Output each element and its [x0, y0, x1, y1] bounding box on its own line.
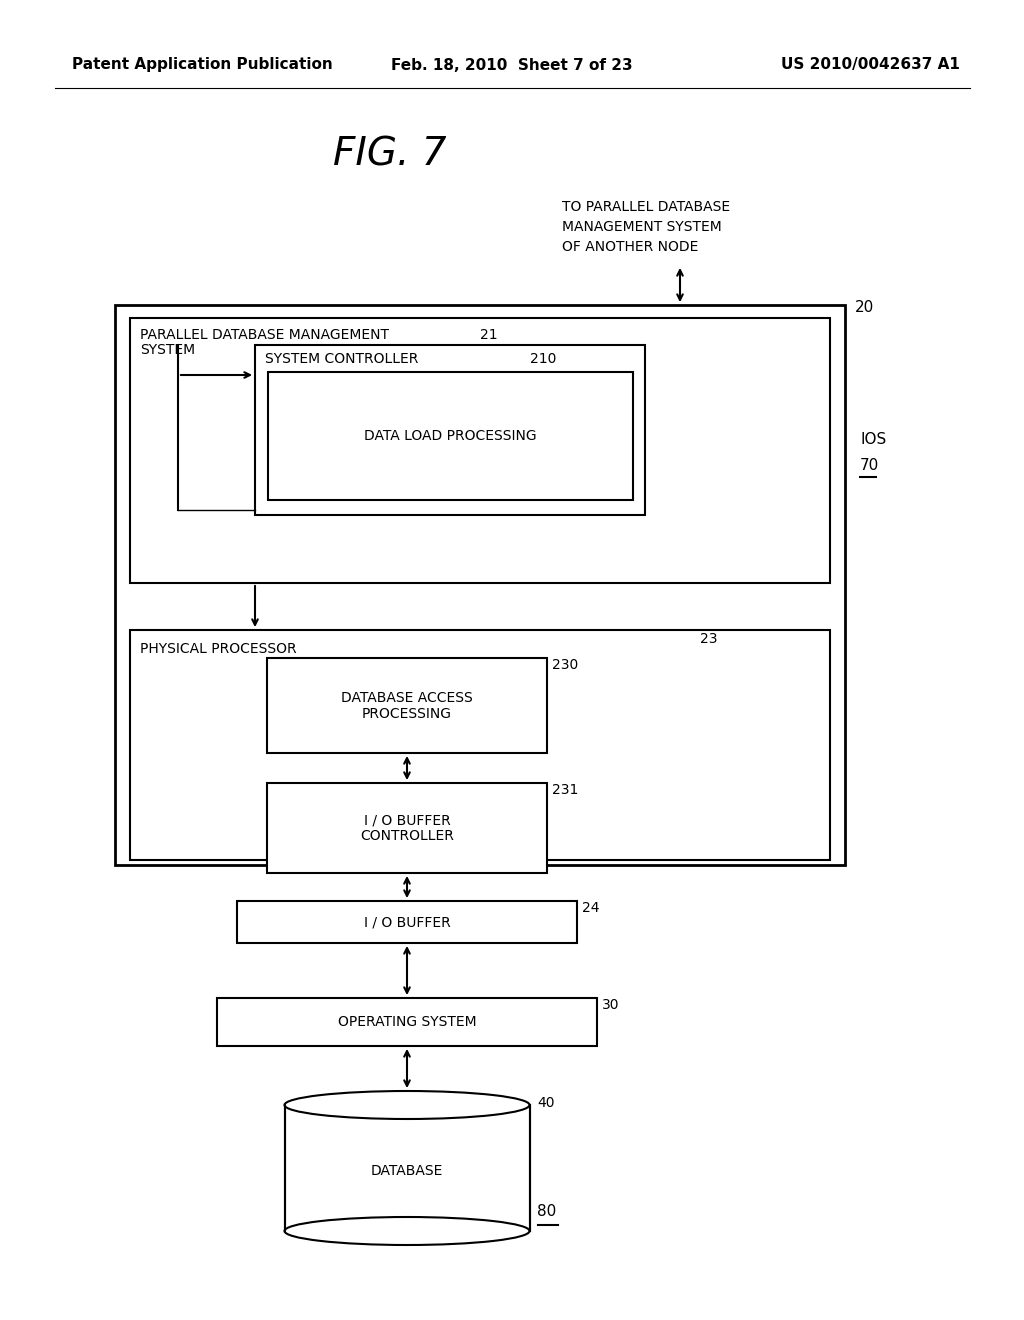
Text: SYSTEM: SYSTEM	[140, 343, 196, 356]
Text: IOS: IOS	[860, 433, 886, 447]
Text: 210: 210	[530, 352, 556, 366]
Bar	[255, 345, 645, 515]
Text: DATABASE: DATABASE	[371, 1164, 443, 1177]
Bar	[130, 318, 830, 583]
Text: I / O BUFFER: I / O BUFFER	[364, 813, 451, 828]
Text: 20: 20	[855, 300, 874, 314]
Text: 230: 230	[552, 657, 579, 672]
Bar	[267, 783, 547, 873]
Ellipse shape	[285, 1092, 529, 1119]
Text: 80: 80	[538, 1204, 557, 1218]
Text: 24: 24	[582, 902, 599, 915]
Text: PROCESSING: PROCESSING	[362, 706, 452, 721]
Ellipse shape	[285, 1217, 529, 1245]
Text: Patent Application Publication: Patent Application Publication	[72, 58, 333, 73]
Text: FIG. 7: FIG. 7	[333, 136, 446, 174]
Text: I / O BUFFER: I / O BUFFER	[364, 915, 451, 929]
Bar	[237, 902, 577, 942]
Text: 30: 30	[602, 998, 620, 1012]
Text: OF ANOTHER NODE: OF ANOTHER NODE	[562, 240, 698, 253]
Bar	[267, 657, 547, 752]
Text: TO PARALLEL DATABASE: TO PARALLEL DATABASE	[562, 201, 730, 214]
Text: 231: 231	[552, 783, 579, 797]
Bar	[217, 998, 597, 1045]
Bar	[115, 305, 845, 865]
Text: 23: 23	[700, 632, 718, 645]
Text: SYSTEM CONTROLLER: SYSTEM CONTROLLER	[265, 352, 419, 366]
Text: OPERATING SYSTEM: OPERATING SYSTEM	[338, 1015, 476, 1030]
Text: PARALLEL DATABASE MANAGEMENT: PARALLEL DATABASE MANAGEMENT	[140, 327, 389, 342]
Text: CONTROLLER: CONTROLLER	[360, 829, 454, 843]
Text: 21: 21	[480, 327, 498, 342]
Text: DATA LOAD PROCESSING: DATA LOAD PROCESSING	[365, 429, 537, 444]
Text: DATABASE ACCESS: DATABASE ACCESS	[341, 690, 473, 705]
Text: 70: 70	[860, 458, 880, 473]
Text: PHYSICAL PROCESSOR: PHYSICAL PROCESSOR	[140, 642, 297, 656]
Text: MANAGEMENT SYSTEM: MANAGEMENT SYSTEM	[562, 220, 722, 234]
Text: US 2010/0042637 A1: US 2010/0042637 A1	[781, 58, 961, 73]
Text: 40: 40	[538, 1096, 555, 1110]
Text: Feb. 18, 2010  Sheet 7 of 23: Feb. 18, 2010 Sheet 7 of 23	[391, 58, 633, 73]
Bar	[285, 1119, 529, 1232]
Bar	[130, 630, 830, 861]
Bar	[268, 372, 633, 500]
